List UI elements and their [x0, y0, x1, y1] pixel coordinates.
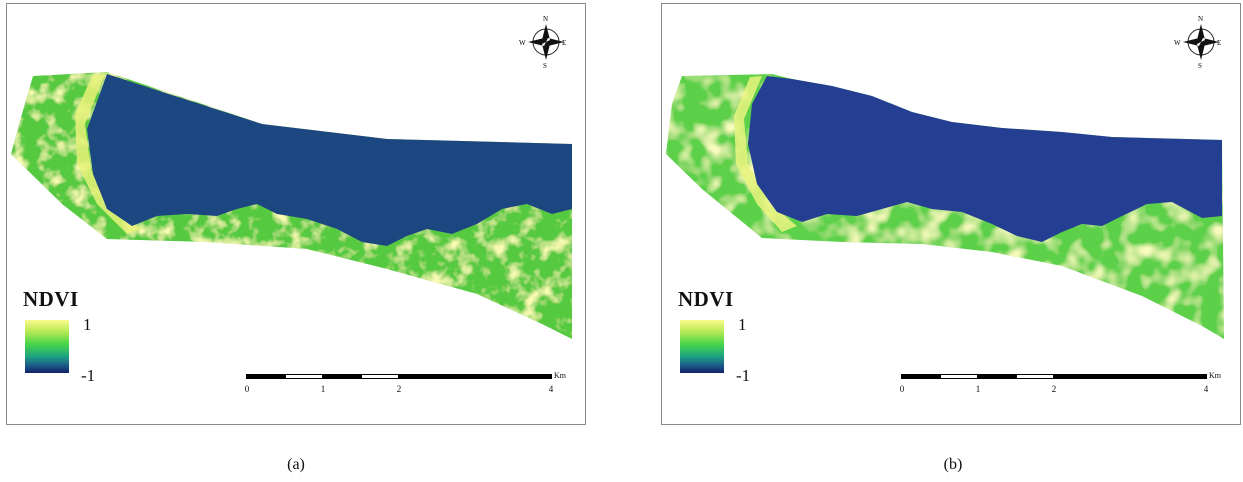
legend-color-ramp: [25, 320, 69, 373]
caption-a: (a): [287, 456, 305, 473]
water-body: [87, 74, 572, 246]
scale-unit-label: Km: [554, 371, 566, 380]
map-panel-a: N S E W NDVI 1 -1 0 1 2 4 Km: [6, 3, 586, 425]
coastal-strip: [75, 74, 142, 234]
north-label: N: [543, 15, 548, 23]
ndvi-map-a: N S E W: [11, 15, 572, 339]
legend-max-label: 1: [738, 315, 747, 334]
scale-tick-label: 4: [1203, 384, 1209, 394]
coastal-strip: [734, 76, 797, 232]
north-label: N: [1198, 15, 1203, 23]
south-label: S: [1198, 62, 1202, 70]
east-label: E: [562, 39, 566, 47]
legend-min-label: -1: [81, 366, 96, 385]
scale-tick-label: 2: [1051, 384, 1057, 394]
scale-bar: 0 1 2 4 Km: [244, 371, 566, 404]
scale-tick-label: 1: [975, 384, 981, 394]
scale-unit-label: Km: [1209, 371, 1221, 380]
west-label: W: [519, 39, 526, 47]
west-label: W: [1174, 39, 1181, 47]
north-arrow: N S E W: [1174, 15, 1221, 70]
scale-tick-label: 0: [899, 384, 905, 394]
scale-tick-label: 2: [396, 384, 402, 394]
north-arrow: N S E W: [519, 15, 566, 70]
legend-color-ramp: [680, 320, 724, 373]
map-panel-b: N S E W NDVI 1 -1 0 1 2 4 Km: [661, 3, 1241, 425]
legend-max-label: 1: [83, 315, 92, 334]
scale-tick-label: 4: [548, 384, 554, 394]
scale-bar: 0 1 2 4 Km: [899, 371, 1221, 404]
ndvi-map-b: N S E W: [666, 15, 1224, 339]
scale-tick-label: 0: [244, 384, 250, 394]
east-label: E: [1217, 39, 1221, 47]
caption-b: (b): [943, 456, 963, 473]
scale-tick-label: 1: [320, 384, 326, 394]
legend-title: NDVI: [23, 287, 79, 311]
south-label: S: [543, 62, 547, 70]
water-body: [748, 76, 1222, 242]
legend-title: NDVI: [678, 287, 734, 311]
legend-min-label: -1: [736, 366, 751, 385]
